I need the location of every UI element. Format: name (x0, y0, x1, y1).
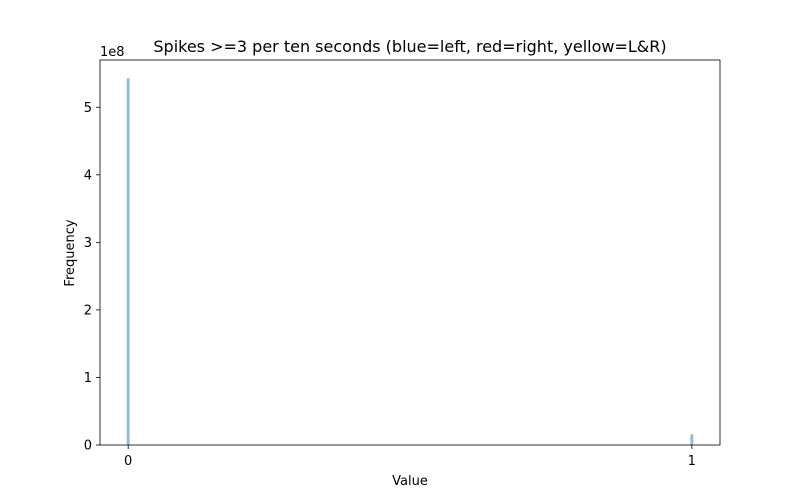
x-axis-label: Value (392, 474, 428, 489)
plot-frame (99, 59, 721, 446)
y-tick-label: 1 (84, 371, 92, 386)
bars-group (126, 78, 694, 445)
bar-1 (690, 434, 694, 445)
x-tick-label: 1 (688, 454, 696, 469)
y-axis-label: Frequency (63, 219, 78, 286)
plot-area (100, 60, 720, 445)
bar-0 (126, 78, 130, 445)
y-tick-label: 5 (84, 101, 92, 116)
y-tick-label: 4 (84, 168, 92, 183)
y-offset-label: 1e8 (100, 45, 125, 60)
y-tick-label: 3 (84, 236, 92, 251)
y-ticks-group: 0 1 2 3 4 5 (84, 101, 100, 454)
chart-title: Spikes >=3 per ten seconds (blue=left, r… (153, 37, 666, 56)
x-tick-label: 0 (124, 454, 132, 469)
y-tick-label: 0 (84, 439, 92, 454)
y-tick-label: 2 (84, 303, 92, 318)
